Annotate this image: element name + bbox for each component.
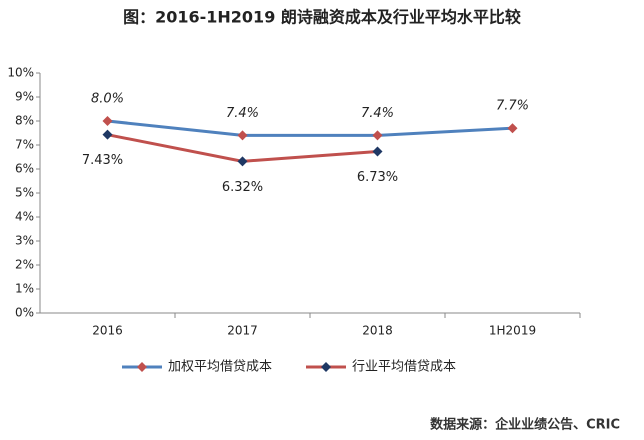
y-tick-label: 1%: [15, 282, 34, 296]
marker: [237, 156, 248, 167]
data-label: 6.73%: [357, 170, 398, 185]
x-tick-label: 2018: [362, 324, 393, 338]
marker: [372, 146, 383, 157]
legend-label: 加权平均借贷成本: [168, 359, 272, 375]
y-tick-label: 2%: [15, 258, 34, 272]
x-tick-label: 1H2019: [489, 324, 536, 338]
legend-marker: [137, 362, 147, 372]
marker: [507, 123, 518, 134]
chart-title: 图：2016-1H2019 朗诗融资成本及行业平均水平比较: [123, 8, 521, 27]
y-tick-label: 4%: [15, 210, 34, 224]
data-label: 7.4%: [361, 106, 394, 121]
y-tick-label: 5%: [15, 186, 34, 200]
y-tick-label: 0%: [15, 306, 34, 320]
x-tick-label: 2016: [92, 324, 123, 338]
marker: [102, 116, 113, 126]
data-label: 8.0%: [91, 92, 124, 107]
data-label: 7.4%: [226, 106, 259, 121]
marker: [102, 129, 113, 140]
data-label: 6.32%: [222, 180, 263, 195]
marker: [237, 130, 248, 141]
y-tick-label: 9%: [15, 90, 34, 104]
legend-marker: [321, 362, 331, 372]
x-tick-label: 2017: [227, 324, 258, 338]
y-tick-label: 8%: [15, 114, 34, 128]
series-line: [107, 119, 513, 137]
y-tick-label: 7%: [15, 138, 34, 152]
source-note: 数据来源：企业业绩公告、CRIC: [430, 417, 620, 433]
y-tick-label: 6%: [15, 162, 34, 176]
y-tick-label: 10%: [7, 66, 34, 80]
y-tick-label: 3%: [15, 234, 34, 248]
data-label: 7.7%: [496, 99, 529, 114]
marker: [372, 130, 383, 141]
data-label: 7.43%: [82, 153, 123, 168]
legend-label: 行业平均借贷成本: [352, 360, 456, 375]
